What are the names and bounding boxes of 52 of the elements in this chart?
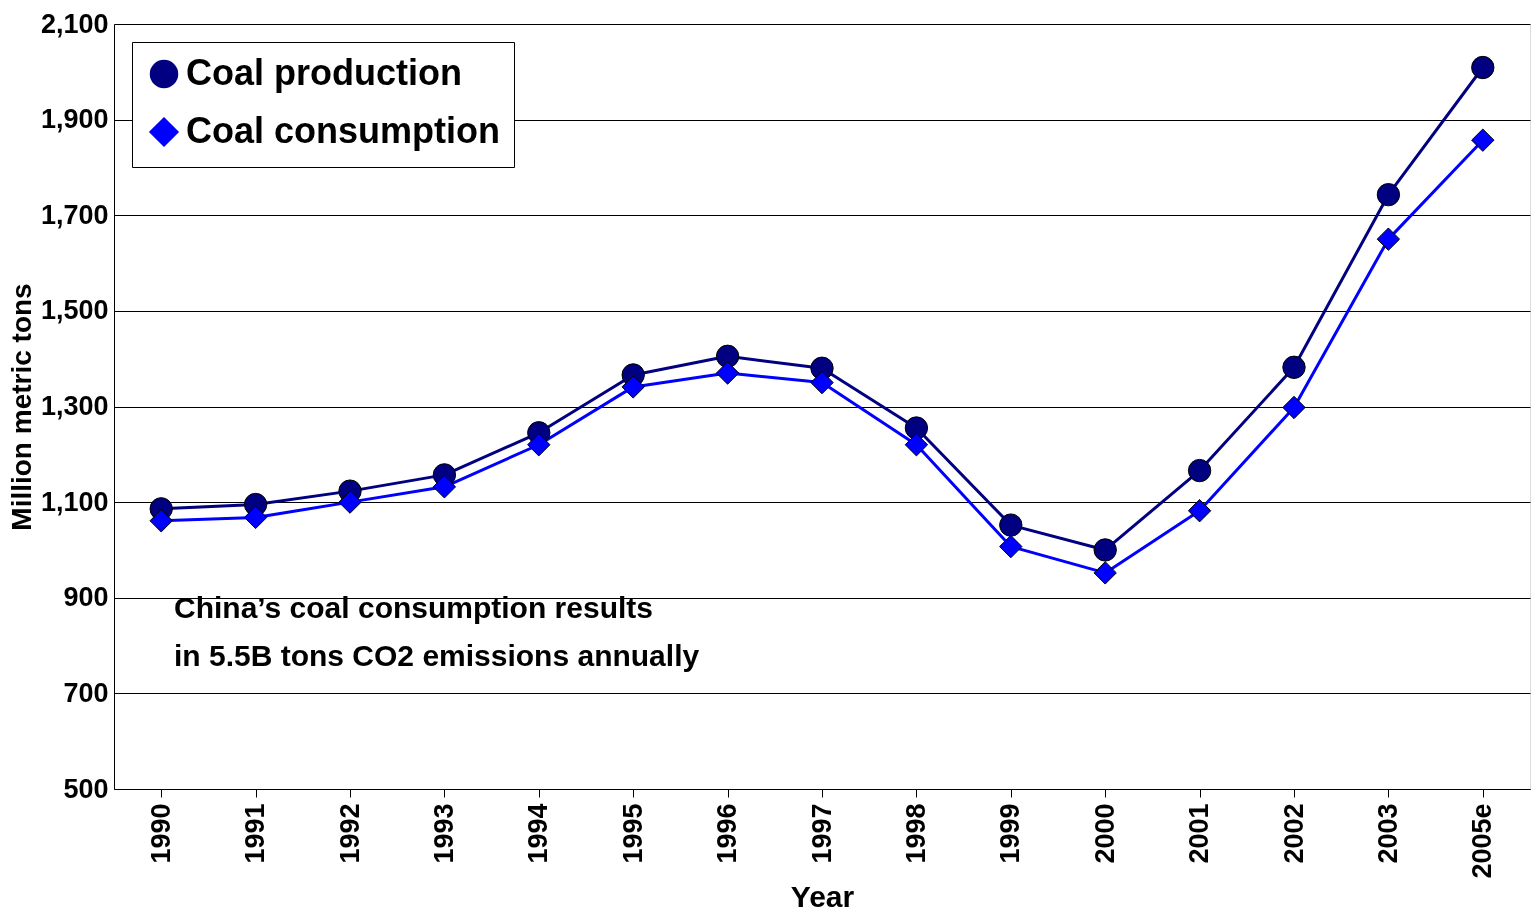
y-axis-title: Million metric tons: [5, 283, 37, 531]
point: [1282, 395, 1306, 420]
point: [999, 534, 1023, 559]
x-tick-label: 1994: [523, 803, 554, 864]
point: [1376, 227, 1401, 251]
y-tick-label: 1,300: [40, 391, 109, 421]
y-tick-label: 2,100: [40, 8, 109, 39]
y-tick-label: 900: [63, 582, 109, 613]
x-tick-label: 1990: [145, 803, 176, 864]
legend-label: Coal consumption: [186, 110, 500, 151]
y-tick-label: 500: [63, 773, 109, 804]
x-tick-label: 1991: [240, 803, 271, 864]
point: [1471, 55, 1495, 80]
legend-label: Coal production: [186, 52, 462, 93]
point: [1187, 458, 1212, 483]
x-tick-label: 2005e: [1467, 803, 1498, 879]
x-tick-label: 2000: [1089, 803, 1120, 864]
point: [715, 361, 740, 385]
point: [338, 490, 362, 514]
y-tick-label: 1,700: [40, 199, 109, 230]
annotation: China’s coal consumption results in 5.5B tons CO2 emissions annually: [174, 591, 700, 672]
point: [1471, 128, 1495, 152]
point: [904, 433, 929, 457]
x-tick-label: 1999: [995, 803, 1026, 864]
point: [432, 475, 457, 499]
point: [621, 375, 645, 399]
y-tick-label: 1,900: [40, 104, 109, 135]
x-axis-title: Year: [790, 879, 855, 913]
x-tick-label: 2003: [1372, 803, 1403, 864]
x-tick-label: 1993: [428, 803, 459, 864]
point: [904, 416, 929, 440]
point: [999, 513, 1023, 537]
y-tick-label: 1,500: [40, 295, 109, 326]
point: [243, 505, 268, 530]
x-tick-label: 2001: [1184, 803, 1215, 864]
point: [1187, 499, 1212, 523]
x-tick-label: 2002: [1278, 803, 1309, 864]
x-tick-label: 1992: [334, 803, 365, 864]
point: [1093, 561, 1117, 585]
x-tick-label: 1996: [712, 803, 743, 864]
point: [810, 370, 834, 395]
point: [149, 509, 173, 533]
point: [527, 433, 551, 457]
y-tick-label: 700: [63, 677, 109, 708]
point: [1093, 538, 1117, 562]
y-tick-label: 1,100: [40, 486, 109, 517]
point: [1376, 183, 1401, 207]
point: [715, 344, 740, 368]
x-tick-label: 1998: [900, 803, 931, 864]
x-tick-label: 1995: [617, 803, 648, 864]
point: [1282, 355, 1306, 379]
x-tick-label: 1997: [806, 803, 837, 864]
